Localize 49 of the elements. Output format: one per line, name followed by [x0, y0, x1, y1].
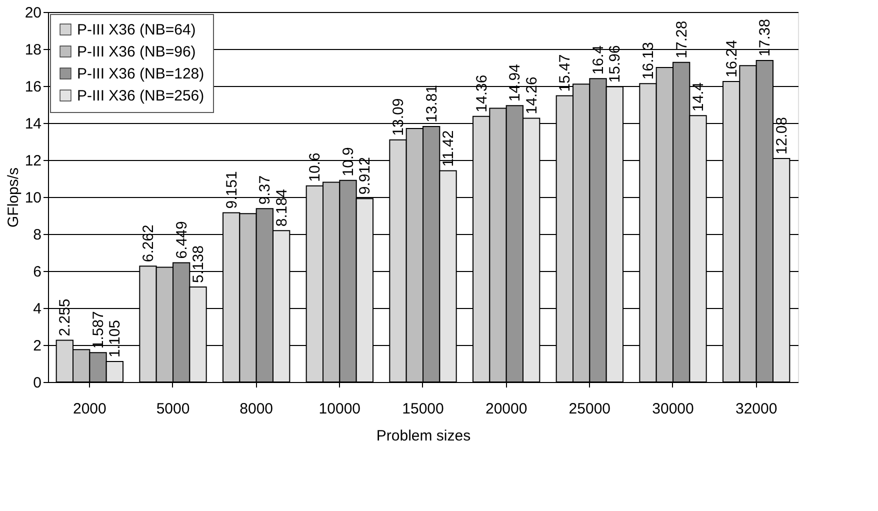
data-label: 13.81: [423, 84, 440, 123]
data-label: 14.36: [473, 74, 490, 112]
x-tick-label: 5000: [156, 400, 190, 418]
data-label: 9.151: [223, 171, 240, 209]
data-label: 17.28: [673, 20, 690, 58]
data-label: 2.255: [56, 298, 74, 336]
data-label: 16.4: [590, 45, 607, 75]
y-tick-label: 8: [33, 226, 42, 244]
legend-label: P-III X36 (NB=96): [77, 44, 196, 60]
data-label: 10.6: [306, 152, 324, 182]
data-label: 6.449: [173, 221, 190, 259]
x-tick-label: 20000: [485, 400, 528, 418]
y-tick-label: 10: [24, 190, 42, 206]
y-tick-label: 6: [33, 264, 42, 280]
legend-label: P-III X36 (NB=256): [77, 88, 204, 104]
x-tick-label: 30000: [652, 400, 694, 418]
data-label: 10.9: [340, 147, 357, 176]
x-axis-title: Problem sizes: [376, 428, 471, 444]
x-tick-label: 2000: [72, 400, 106, 418]
data-label: 1.105: [106, 320, 124, 358]
x-tick-label: 32000: [735, 400, 778, 418]
y-tick-label: 4: [33, 300, 42, 318]
data-label: 14.94: [506, 64, 524, 102]
data-label: 8.184: [273, 189, 290, 227]
data-label: 9.912: [356, 157, 374, 195]
y-tick-label: 12: [24, 152, 42, 170]
y-axis-title: GFlops/s: [4, 167, 22, 228]
legend-label: P-III X36 (NB=64): [77, 22, 196, 38]
x-tick-label: 25000: [568, 400, 611, 418]
data-label: 14.4: [690, 82, 707, 112]
x-tick-label: 15000: [402, 400, 444, 418]
x-tick-label: 10000: [318, 400, 361, 418]
y-tick-label: 2: [33, 338, 42, 354]
y-tick-label: 16: [24, 78, 42, 96]
y-tick-label: 0: [33, 374, 42, 392]
y-tick-label: 20: [24, 4, 42, 22]
data-label: 13.09: [390, 98, 407, 136]
data-label: 14.26: [523, 76, 540, 114]
data-label: 5.138: [190, 245, 207, 283]
data-label: 15.96: [606, 45, 624, 83]
data-label: 17.38: [756, 18, 774, 56]
data-label: 1.587: [90, 311, 107, 349]
data-label: 16.24: [723, 40, 740, 78]
y-tick-label: 18: [24, 42, 42, 58]
data-label: 11.42: [440, 130, 457, 167]
y-tick-label: 14: [24, 116, 42, 132]
x-tick-label: 8000: [240, 400, 274, 418]
data-label: 16.13: [640, 42, 657, 80]
legend-label: P-III X36 (NB=128): [77, 66, 204, 82]
